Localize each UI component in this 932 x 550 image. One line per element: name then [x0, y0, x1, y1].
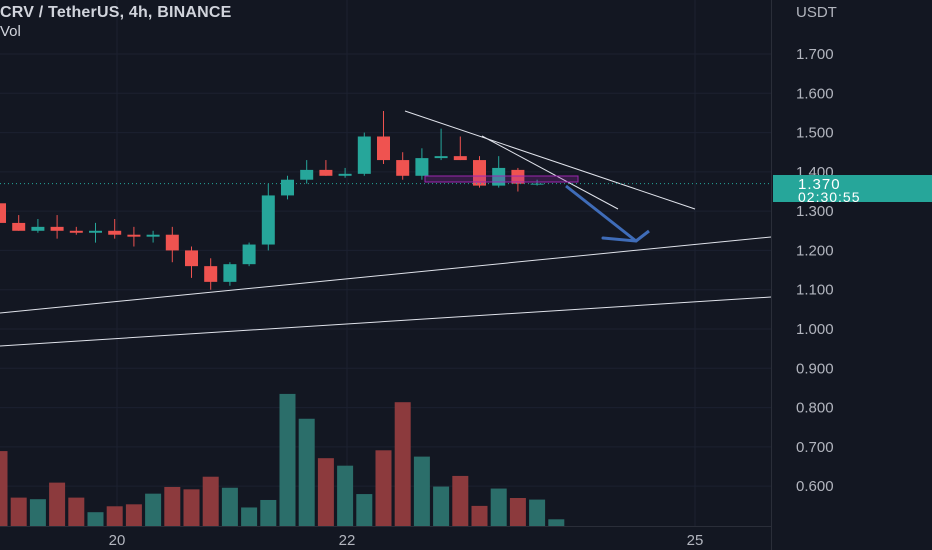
support-trendline-lower[interactable] — [0, 296, 772, 347]
candle — [338, 167, 352, 178]
volume-bar — [298, 418, 315, 526]
chart-grid — [0, 0, 771, 526]
trendline-drawings[interactable] — [0, 110, 772, 347]
price-axis[interactable]: 1.7001.6001.5001.4001.3001.2001.1001.000… — [796, 46, 834, 495]
candle — [434, 128, 448, 161]
volume-bar — [413, 456, 430, 526]
volume-bar — [452, 475, 469, 526]
candle — [204, 258, 218, 290]
volume-bar — [164, 486, 181, 526]
volume-bar — [317, 458, 334, 526]
forecast-arrow-head — [601, 236, 638, 243]
volume-bar — [125, 504, 142, 526]
currency-label: USDT — [796, 4, 837, 21]
volume-bar — [260, 499, 277, 526]
volume-bar — [548, 519, 565, 526]
volume-bar — [279, 393, 296, 526]
time-tick-label: 25 — [687, 532, 704, 549]
candle — [185, 246, 198, 278]
volume-bar — [49, 482, 66, 526]
resistance-trendline-inner[interactable] — [481, 135, 619, 210]
volume-bar — [490, 488, 507, 526]
candle — [146, 230, 160, 243]
volume-bar — [183, 489, 200, 526]
candle — [357, 132, 371, 176]
candle — [453, 136, 467, 161]
volume-bar — [87, 512, 104, 526]
candle — [377, 110, 390, 164]
price-tick-label: 1.700 — [796, 46, 834, 63]
chart-legend: CRV / TetherUS, 4h, BINANCE Vol — [0, 4, 232, 40]
bar-countdown: 02:30:55 — [798, 189, 861, 205]
candle — [319, 160, 333, 176]
volume-bar — [337, 465, 354, 526]
candle — [0, 203, 6, 223]
volume-bar — [394, 402, 411, 526]
last-price-value: 1.370 — [798, 176, 841, 193]
volume-bar — [10, 497, 27, 526]
volume-bar — [0, 451, 8, 526]
candle — [511, 167, 525, 192]
volume-bars — [0, 393, 565, 526]
candle — [530, 179, 544, 186]
candle — [69, 226, 83, 235]
highlight-rectangle[interactable] — [424, 175, 579, 183]
price-tick-label: 1.000 — [796, 321, 834, 338]
candle — [415, 148, 429, 180]
volume-bar — [68, 497, 85, 526]
candle — [242, 242, 256, 267]
volume-label[interactable]: Vol — [0, 23, 21, 40]
volume-bar — [375, 450, 392, 526]
time-tick-label: 22 — [339, 532, 356, 549]
resistance-trendline-outer[interactable] — [404, 110, 696, 210]
candle — [261, 183, 275, 251]
candle — [89, 222, 102, 243]
volume-bar — [509, 498, 526, 526]
price-tick-label: 0.800 — [796, 400, 834, 417]
candle — [50, 215, 64, 239]
candle — [223, 262, 237, 286]
support-trendline-upper[interactable] — [0, 236, 772, 314]
symbol-title[interactable]: CRV / TetherUS, 4h, BINANCE — [0, 4, 232, 21]
candle — [108, 219, 122, 239]
price-tick-label: 1.200 — [796, 242, 834, 259]
price-tick-label: 0.900 — [796, 360, 834, 377]
candle — [127, 226, 141, 247]
time-tick-label: 20 — [109, 532, 126, 549]
price-tick-label: 1.100 — [796, 282, 834, 299]
volume-bar — [145, 493, 162, 526]
volume-bar — [29, 499, 46, 526]
time-axis[interactable]: 20 22 25 — [109, 532, 704, 549]
price-tick-label: 0.700 — [796, 439, 834, 456]
candlesticks — [0, 110, 544, 290]
price-tick-label: 1.300 — [796, 203, 834, 220]
volume-bar — [356, 494, 373, 526]
candle — [12, 215, 26, 231]
volume-bar — [202, 476, 219, 526]
candle — [396, 152, 410, 180]
price-tick-label: 1.500 — [796, 125, 834, 142]
volume-bar — [471, 505, 488, 526]
candle — [165, 226, 179, 263]
candle — [473, 156, 486, 188]
price-tick-label: 1.600 — [796, 85, 834, 102]
candle — [31, 219, 45, 233]
volume-bar — [221, 487, 238, 526]
candle — [300, 160, 314, 184]
last-price-tag: 1.370 02:30:55 — [773, 175, 932, 205]
volume-bar — [433, 486, 450, 526]
volume-bar — [106, 506, 123, 526]
volume-bar — [241, 507, 258, 526]
price-tick-label: 0.600 — [796, 478, 834, 495]
volume-bar — [529, 499, 546, 526]
